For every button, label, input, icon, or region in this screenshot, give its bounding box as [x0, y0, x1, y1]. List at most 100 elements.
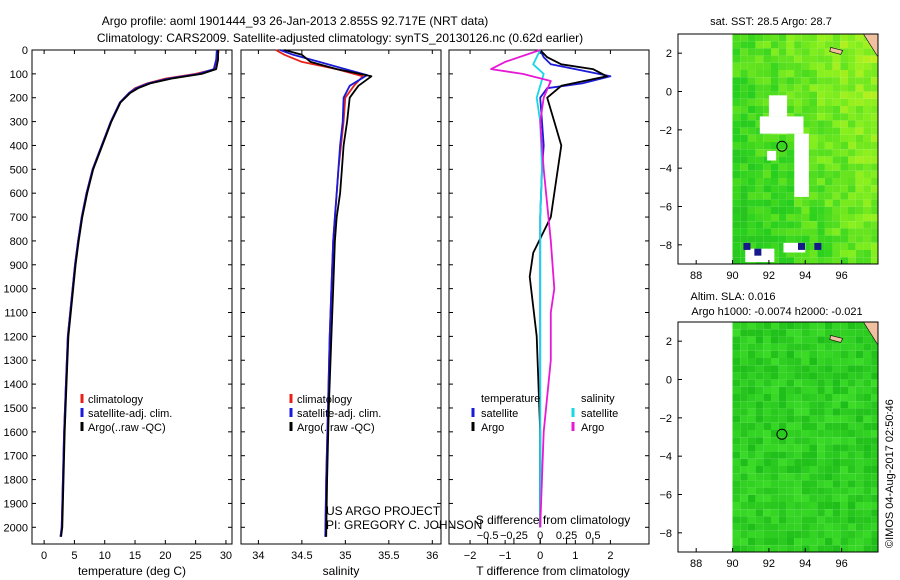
map-cell — [832, 430, 841, 438]
map-cell — [855, 437, 864, 445]
lon-tick-label: 92 — [763, 558, 775, 570]
map-cell — [755, 84, 764, 92]
map-cell — [740, 415, 748, 423]
map-cell — [871, 451, 878, 459]
map-cell — [755, 235, 764, 243]
map-cell — [817, 350, 825, 358]
map-cell — [863, 430, 872, 438]
depth-tick-label: 1800 — [4, 475, 28, 487]
map-cell — [747, 113, 756, 121]
map-cell — [824, 77, 833, 85]
map-cell — [871, 170, 878, 178]
map-cell — [778, 250, 787, 258]
map-cell — [871, 206, 878, 214]
map-cell — [771, 523, 779, 531]
map-cell — [778, 494, 787, 502]
map-cell — [778, 329, 787, 337]
map-cell — [747, 386, 756, 394]
map-cell — [763, 451, 771, 459]
series-line — [490, 49, 556, 528]
map-cell — [832, 379, 841, 387]
map-cell — [848, 430, 856, 438]
map-cell — [763, 55, 771, 63]
map-cell — [794, 70, 802, 78]
x-tick-label: 25 — [190, 550, 202, 562]
missing-data-patch — [767, 150, 777, 161]
map-cell — [824, 34, 833, 42]
map-cell — [809, 62, 818, 70]
map-cell — [817, 55, 825, 63]
map-cell — [778, 350, 787, 358]
map-cell — [855, 178, 864, 186]
imos-stamp: ©IMOS 04-Aug-2017 02:50:46 — [884, 399, 896, 548]
map-cell — [778, 545, 787, 552]
difference-panel: −2 −1 0 1 2 −0.5 −0.25 0 0.25 0.5 temperature salin… — [448, 49, 650, 578]
map-cell — [863, 437, 872, 445]
map-cell — [763, 350, 771, 358]
map-cell — [871, 343, 878, 351]
title-line-1: Argo profile: aoml 1901444_93 26-Jan-201… — [102, 14, 488, 28]
salinity-xlabel: salinity — [323, 564, 360, 578]
map-cell — [817, 98, 825, 106]
map-cell — [824, 192, 833, 200]
map-cell — [794, 62, 802, 70]
map-cell — [747, 394, 756, 402]
map-cell — [755, 178, 764, 186]
series-line — [59, 49, 220, 537]
map-cell — [848, 358, 856, 366]
map-cell — [755, 422, 764, 430]
map-cell — [817, 458, 825, 466]
map-cell — [771, 379, 779, 387]
map-cell — [848, 365, 856, 373]
map-cell — [832, 466, 841, 474]
map-cell — [740, 545, 748, 552]
map-cell — [771, 228, 779, 236]
map-cell — [763, 106, 771, 114]
map-cell — [794, 530, 802, 538]
map-cell — [732, 257, 741, 264]
map-cell — [794, 336, 802, 344]
map-cell — [840, 545, 848, 552]
map-cell — [740, 142, 748, 150]
map-cell — [786, 91, 795, 99]
s-diff-tick-label: 0 — [537, 530, 543, 542]
legend-entry: satellite-adj. clim. — [297, 408, 381, 420]
map-cell — [786, 430, 795, 438]
map-cell — [824, 41, 833, 49]
map-cell — [786, 386, 795, 394]
map-cell — [840, 77, 848, 85]
map-cell — [809, 70, 818, 78]
map-cell — [824, 458, 833, 466]
map-cell — [755, 170, 764, 178]
map-cell — [871, 228, 878, 236]
map-cell — [794, 401, 802, 409]
x-tick-label: 0 — [537, 550, 543, 562]
map-cell — [755, 350, 764, 358]
map-cell — [801, 113, 810, 121]
map-cell — [778, 415, 787, 423]
map-cell — [794, 509, 802, 517]
map-cell — [801, 41, 810, 49]
map-cell — [786, 48, 795, 56]
map-cell — [747, 350, 756, 358]
map-cell — [824, 91, 833, 99]
map-cell — [786, 365, 795, 373]
map-cell — [740, 487, 748, 495]
map-cell — [747, 415, 756, 423]
map-cell — [840, 250, 848, 258]
map-cell — [763, 84, 771, 92]
map-cell — [763, 214, 771, 222]
map-cell — [755, 55, 764, 63]
map-cell — [740, 257, 748, 264]
map-cell — [855, 530, 864, 538]
map-cell — [747, 408, 756, 416]
depth-tick-label: 200 — [10, 93, 28, 105]
map-cell — [786, 185, 795, 193]
map-cell — [863, 257, 872, 264]
map-cell — [786, 401, 795, 409]
map-cell — [809, 127, 818, 135]
map-cell — [732, 235, 741, 243]
depth-tick-label: 500 — [10, 164, 28, 176]
map-cell — [732, 41, 741, 49]
map-cell — [778, 523, 787, 531]
